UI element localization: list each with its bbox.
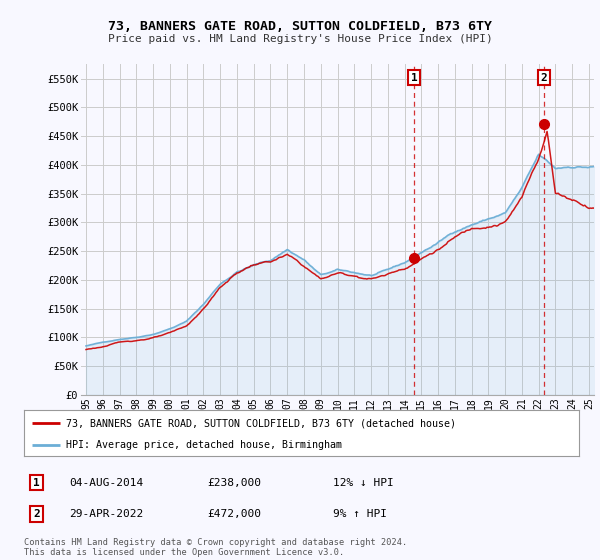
Text: 1: 1 [33, 478, 40, 488]
Text: 73, BANNERS GATE ROAD, SUTTON COLDFIELD, B73 6TY: 73, BANNERS GATE ROAD, SUTTON COLDFIELD,… [108, 20, 492, 32]
Text: Price paid vs. HM Land Registry's House Price Index (HPI): Price paid vs. HM Land Registry's House … [107, 34, 493, 44]
Text: Contains HM Land Registry data © Crown copyright and database right 2024.
This d: Contains HM Land Registry data © Crown c… [24, 538, 407, 557]
Text: HPI: Average price, detached house, Birmingham: HPI: Average price, detached house, Birm… [65, 440, 341, 450]
Text: 12% ↓ HPI: 12% ↓ HPI [333, 478, 394, 488]
Text: 2: 2 [33, 509, 40, 519]
Text: 9% ↑ HPI: 9% ↑ HPI [333, 509, 387, 519]
Text: 73, BANNERS GATE ROAD, SUTTON COLDFIELD, B73 6TY (detached house): 73, BANNERS GATE ROAD, SUTTON COLDFIELD,… [65, 418, 455, 428]
Text: £472,000: £472,000 [207, 509, 261, 519]
Text: 1: 1 [411, 73, 418, 83]
Text: 2: 2 [541, 73, 548, 83]
Text: 29-APR-2022: 29-APR-2022 [69, 509, 143, 519]
Text: £238,000: £238,000 [207, 478, 261, 488]
Text: 04-AUG-2014: 04-AUG-2014 [69, 478, 143, 488]
